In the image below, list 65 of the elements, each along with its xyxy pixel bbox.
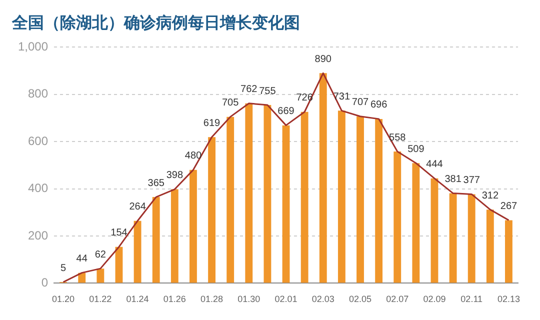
chart-title: 全国（除湖北）确诊病例每日增长变化图 [11,12,300,32]
data-label: 62 [94,249,106,260]
x-tick-label: 01.26 [163,294,186,304]
x-tick-label: 01.30 [238,294,260,304]
bar [356,116,364,283]
bar [319,73,327,283]
x-tick-label: 01.20 [52,294,75,304]
data-label: 44 [76,254,88,265]
bar [468,194,476,283]
data-label: 312 [482,190,499,202]
data-label: 5 [60,262,67,274]
bar [190,170,197,283]
bar [226,116,234,283]
bar [152,197,160,283]
y-tick-label: 600 [28,134,48,148]
y-tick-label: 0 [41,276,48,290]
bar [412,163,420,283]
x-tick-label: 02.07 [386,294,409,304]
bar [375,118,383,283]
data-label: 707 [352,97,370,108]
data-label: 381 [444,174,462,186]
data-label: 705 [222,98,240,109]
bar [96,268,104,283]
data-label: 509 [408,144,425,155]
x-tick-label: 02.03 [312,294,334,304]
x-tick-label: 02.05 [348,294,372,304]
x-tick-label: 02.11 [460,294,483,304]
x-tick-label: 02.13 [497,294,520,304]
bar [486,210,494,283]
y-tick-label: 1,000 [18,40,48,54]
data-label: 398 [166,170,184,182]
data-label: 755 [259,86,276,97]
data-label: 377 [463,174,480,186]
bar [282,125,290,283]
data-label: 669 [278,106,295,118]
data-label: 154 [110,228,128,239]
bar [134,220,142,283]
bar [449,193,457,283]
data-label: 267 [500,200,518,212]
bar [338,110,346,283]
y-tick-label: 200 [28,228,48,242]
bar [208,137,216,283]
x-tick-label: 02.01 [274,294,298,304]
x-tick-label: 01.28 [200,294,224,304]
x-tick-label: 01.24 [126,294,149,304]
bar [170,189,178,283]
data-label: 619 [203,118,221,129]
bar [394,152,402,283]
data-label: 890 [314,54,332,65]
data-label: 264 [129,202,146,213]
data-label: 762 [240,84,258,96]
y-tick-label: 400 [28,181,48,196]
data-label: 365 [148,178,165,189]
bar [264,105,272,283]
bar [430,178,438,283]
data-label: 558 [389,132,406,144]
bar [245,103,253,283]
x-tick-label: 01.22 [89,294,112,304]
x-tick-label: 02.09 [423,294,446,304]
bar [115,246,123,283]
data-label: 696 [370,100,388,111]
data-label: 444 [426,159,444,170]
bar [300,112,308,283]
bar [505,220,512,283]
y-tick-label: 800 [28,86,48,101]
